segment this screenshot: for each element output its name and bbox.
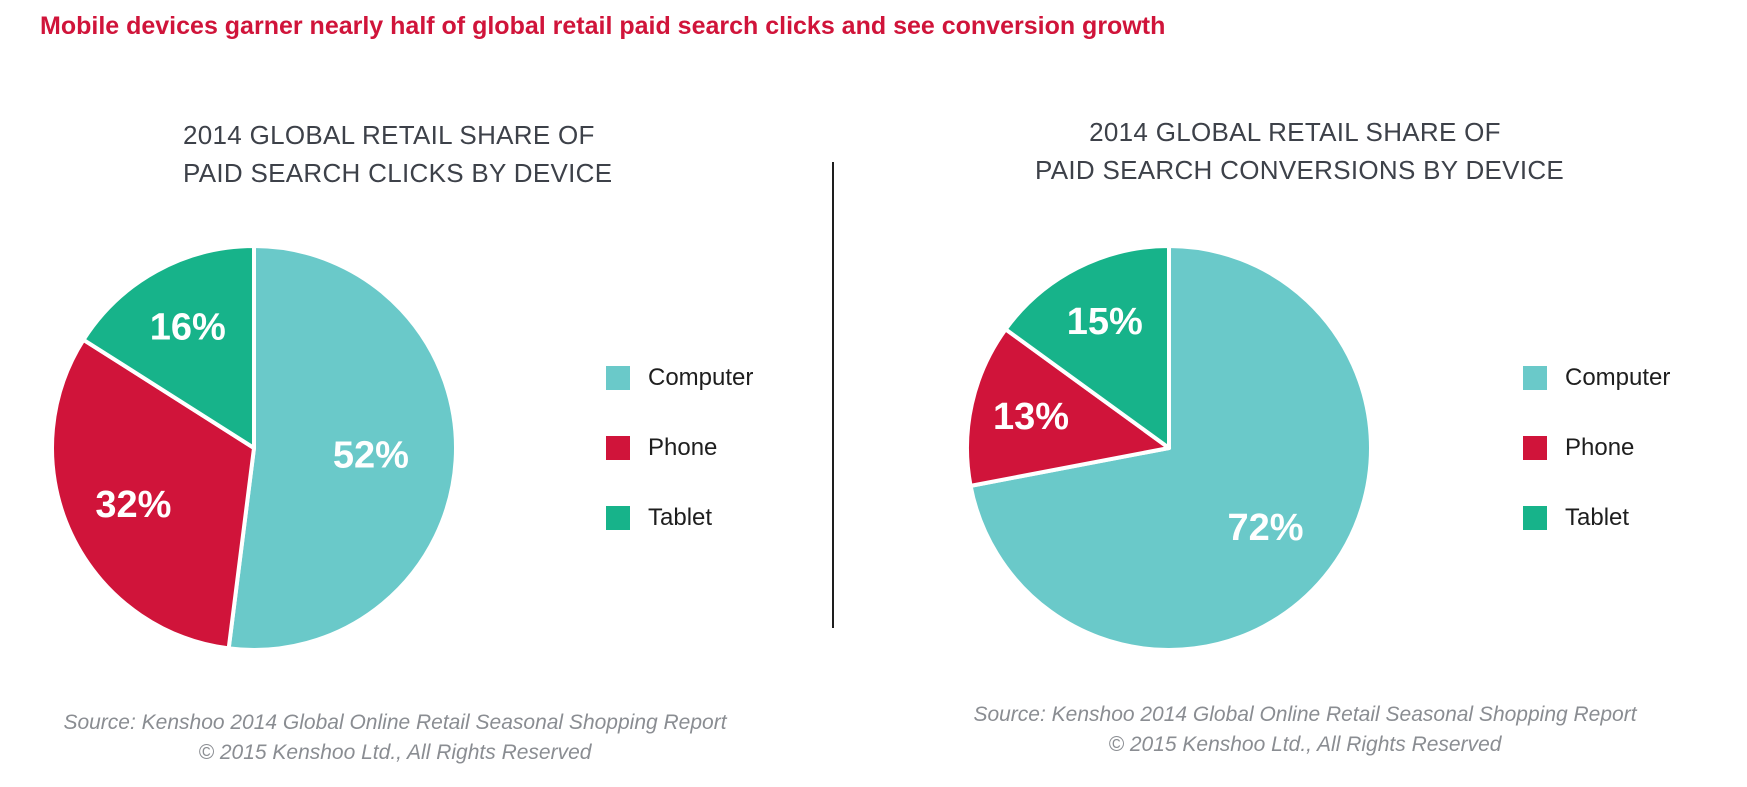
slice-value-label-phone: 32% <box>95 484 171 526</box>
legend-label-computer: Computer <box>648 364 754 391</box>
chart-divider <box>832 162 834 628</box>
legend-item-phone: Phone <box>1523 434 1670 461</box>
pie-slice-phone <box>965 327 1171 488</box>
pie-chart-clicks: 52% 32% 16% <box>50 244 458 652</box>
slice-value-label-tablet: 15% <box>1067 301 1143 343</box>
legend-label-phone: Phone <box>1565 434 1635 461</box>
slice-value-label-phone: 13% <box>993 396 1069 438</box>
legend-label-tablet: Tablet <box>1565 504 1630 531</box>
chart-title-clicks-line-1: 2014 GLOBAL RETAIL SHARE OF <box>183 120 595 150</box>
legend-item-tablet: Tablet <box>1523 504 1670 531</box>
legend-conversions: Computer Phone Tablet <box>1523 364 1671 576</box>
chart-title-conversions: 2014 GLOBAL RETAIL SHARE OF PAID SEARCH … <box>1035 113 1565 189</box>
source-note-clicks-line-1: Source: Kenshoo 2014 Global Online Retai… <box>63 711 727 734</box>
slice-value-label-computer: 52% <box>333 434 409 476</box>
chart-title-clicks: 2014 GLOBAL RETAIL SHARE OF PAID SEARCH … <box>183 116 613 192</box>
source-note-clicks-line-2: © 2015 Kenshoo Ltd., All Rights Reserved <box>198 741 592 764</box>
legend-swatch-computer <box>1523 366 1547 390</box>
legend-item-computer: Computer <box>1523 364 1671 391</box>
legend-swatch-computer <box>606 366 630 390</box>
legend-swatch-phone <box>606 436 630 460</box>
chart-title-clicks-line-2: PAID SEARCH CLICKS BY DEVICE <box>183 158 613 188</box>
legend-item-tablet: Tablet <box>606 504 753 531</box>
source-note-conversions-line-2: © 2015 Kenshoo Ltd., All Rights Reserved <box>1108 733 1502 756</box>
legend-swatch-phone <box>1523 436 1547 460</box>
pie-slice-tablet <box>81 244 256 450</box>
pie-chart-conversions: 72% 13% 15% <box>965 244 1373 652</box>
legend-item-computer: Computer <box>606 364 754 391</box>
legend-swatch-tablet <box>1523 506 1547 530</box>
chart-title-conversions-line-2: PAID SEARCH CONVERSIONS BY DEVICE <box>1035 155 1565 185</box>
source-note-clicks: Source: Kenshoo 2014 Global Online Retai… <box>60 708 730 768</box>
legend-label-phone: Phone <box>648 434 718 461</box>
legend-item-phone: Phone <box>606 434 753 461</box>
legend-clicks: Computer Phone Tablet <box>606 364 754 576</box>
legend-swatch-tablet <box>606 506 630 530</box>
legend-label-computer: Computer <box>1565 364 1671 391</box>
legend-label-tablet: Tablet <box>648 504 713 531</box>
pie-slice-computer <box>226 244 458 652</box>
page-headline: Mobile devices garner nearly half of glo… <box>40 12 1166 40</box>
source-note-conversions-line-1: Source: Kenshoo 2014 Global Online Retai… <box>973 703 1637 726</box>
slice-value-label-tablet: 16% <box>150 307 226 349</box>
source-note-conversions: Source: Kenshoo 2014 Global Online Retai… <box>970 700 1640 760</box>
slice-value-label-computer: 72% <box>1227 507 1303 549</box>
chart-title-conversions-line-1: 2014 GLOBAL RETAIL SHARE OF <box>1089 117 1501 147</box>
pie-slice-tablet <box>1003 244 1171 450</box>
